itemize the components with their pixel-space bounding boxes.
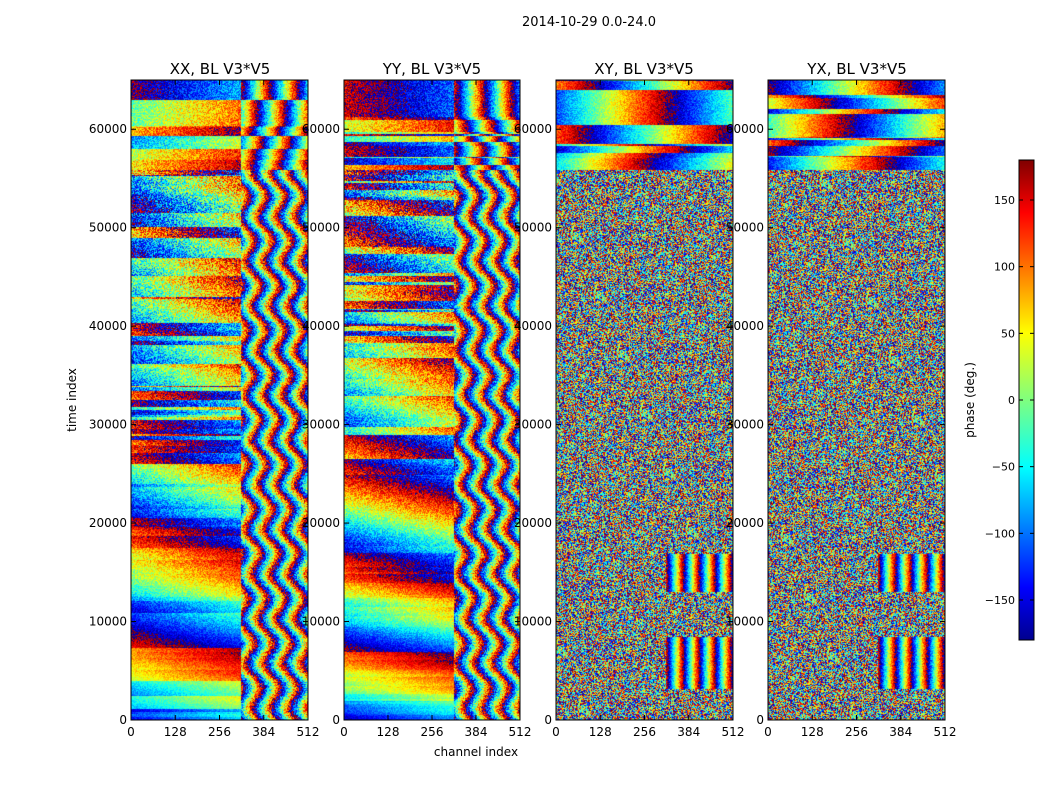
x-tick-label: 384 xyxy=(889,725,912,739)
panel-title: XY, BL V3*V5 xyxy=(594,60,694,78)
heatmap-yy xyxy=(344,80,520,720)
colorbar-tick-label: −100 xyxy=(985,527,1015,540)
panel-yx: YX, BL V3*V5 0 128 256 384 512 0 10000 20000 300… xyxy=(726,60,957,739)
colorbar-label: phase (deg.) xyxy=(963,362,977,438)
colorbar-tick-label: −50 xyxy=(992,461,1015,474)
y-tick-label: 20000 xyxy=(514,516,552,530)
y-tick-label: 40000 xyxy=(89,319,127,333)
x-tick-label: 512 xyxy=(934,725,957,739)
x-tick-label: 512 xyxy=(297,725,320,739)
y-tick-label: 60000 xyxy=(514,122,552,136)
panel-title: XX, BL V3*V5 xyxy=(170,60,271,78)
colorbar-tick-label: 100 xyxy=(994,261,1015,274)
y-tick-label: 20000 xyxy=(302,516,340,530)
x-tick-label: 0 xyxy=(764,725,772,739)
panel-xy: XY, BL V3*V5 0 128 256 384 512 0 10000 20000 300… xyxy=(514,60,745,739)
x-tick-label: 512 xyxy=(722,725,745,739)
colorbar-tick-label: −150 xyxy=(985,594,1015,607)
y-tick-label: 0 xyxy=(544,713,552,727)
panel-xx: XX, BL V3*V5 0 128 256 384 512 0 10000 20000 300… xyxy=(89,60,320,739)
x-tick-label: 128 xyxy=(164,725,187,739)
y-tick-label: 0 xyxy=(756,713,764,727)
x-tick-label: 256 xyxy=(845,725,868,739)
y-tick-label: 20000 xyxy=(89,516,127,530)
x-tick-label: 384 xyxy=(252,725,275,739)
x-tick-label: 128 xyxy=(377,725,400,739)
heatmap-yx xyxy=(768,80,945,720)
x-axis-label: channel index xyxy=(434,745,518,759)
x-tick-label: 128 xyxy=(801,725,824,739)
y-tick-label: 40000 xyxy=(726,319,764,333)
y-tick-label: 0 xyxy=(119,713,127,727)
y-axis-label: time index xyxy=(65,368,79,432)
x-tick-label: 512 xyxy=(509,725,532,739)
y-tick-label: 30000 xyxy=(89,418,127,432)
x-tick-label: 128 xyxy=(589,725,612,739)
x-tick-label: 256 xyxy=(633,725,656,739)
y-tick-label: 50000 xyxy=(726,221,764,235)
heatmap-xx xyxy=(131,80,308,720)
y-tick-label: 10000 xyxy=(302,615,340,629)
panel-yy: YY, BL V3*V5 0 128 256 384 512 0 10000 20000 300… xyxy=(302,60,532,739)
heatmap-xy xyxy=(556,80,733,720)
y-tick-label: 10000 xyxy=(89,615,127,629)
y-tick-label: 30000 xyxy=(302,418,340,432)
y-tick-label: 50000 xyxy=(89,221,127,235)
x-tick-label: 256 xyxy=(208,725,231,739)
y-tick-label: 40000 xyxy=(302,319,340,333)
colorbar: 150 100 50 0 −50 −100 −150 phase (deg.) xyxy=(963,159,1035,641)
x-tick-label: 0 xyxy=(127,725,135,739)
x-tick-label: 384 xyxy=(677,725,700,739)
y-tick-label: 40000 xyxy=(514,319,552,333)
panel-title: YX, BL V3*V5 xyxy=(806,60,907,78)
y-tick-label: 30000 xyxy=(726,418,764,432)
y-tick-label: 60000 xyxy=(302,122,340,136)
y-tick-label: 60000 xyxy=(726,122,764,136)
panel-title: YY, BL V3*V5 xyxy=(382,60,481,78)
y-tick-label: 30000 xyxy=(514,418,552,432)
y-tick-label: 60000 xyxy=(89,122,127,136)
colorbar-tick-label: 150 xyxy=(994,194,1015,207)
y-tick-label: 50000 xyxy=(302,221,340,235)
colorbar-tick-label: 50 xyxy=(1001,327,1015,340)
y-tick-label: 20000 xyxy=(726,516,764,530)
y-tick-label: 50000 xyxy=(514,221,552,235)
x-tick-label: 0 xyxy=(552,725,560,739)
y-tick-label: 10000 xyxy=(726,615,764,629)
colorbar-tick-label: 0 xyxy=(1008,394,1015,407)
figure-suptitle: 2014-10-29 0.0-24.0 xyxy=(522,15,656,30)
y-tick-label: 0 xyxy=(332,713,340,727)
y-tick-label: 10000 xyxy=(514,615,552,629)
x-tick-label: 256 xyxy=(421,725,444,739)
x-tick-label: 384 xyxy=(465,725,488,739)
x-tick-label: 0 xyxy=(340,725,348,739)
